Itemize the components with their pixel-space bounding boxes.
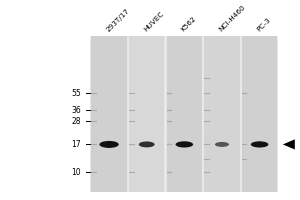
Bar xyxy=(167,36,202,192)
Text: 17: 17 xyxy=(72,140,81,149)
Text: 293T/17: 293T/17 xyxy=(105,7,130,33)
Text: 55: 55 xyxy=(72,89,81,98)
Ellipse shape xyxy=(139,141,154,147)
Bar xyxy=(242,36,277,192)
Ellipse shape xyxy=(176,141,193,148)
Text: 36: 36 xyxy=(72,106,81,115)
Text: K562: K562 xyxy=(180,15,197,33)
Text: 10: 10 xyxy=(72,168,81,177)
Text: NCI-H460: NCI-H460 xyxy=(218,4,246,33)
Text: 28: 28 xyxy=(72,117,81,126)
Ellipse shape xyxy=(99,141,119,148)
Polygon shape xyxy=(283,139,295,150)
Text: PC-3: PC-3 xyxy=(255,17,271,33)
Bar xyxy=(92,36,127,192)
Bar xyxy=(129,36,164,192)
Bar xyxy=(90,36,278,192)
Bar xyxy=(204,36,240,192)
Text: HUVEC: HUVEC xyxy=(142,10,165,33)
Ellipse shape xyxy=(251,141,268,148)
Ellipse shape xyxy=(215,142,229,147)
